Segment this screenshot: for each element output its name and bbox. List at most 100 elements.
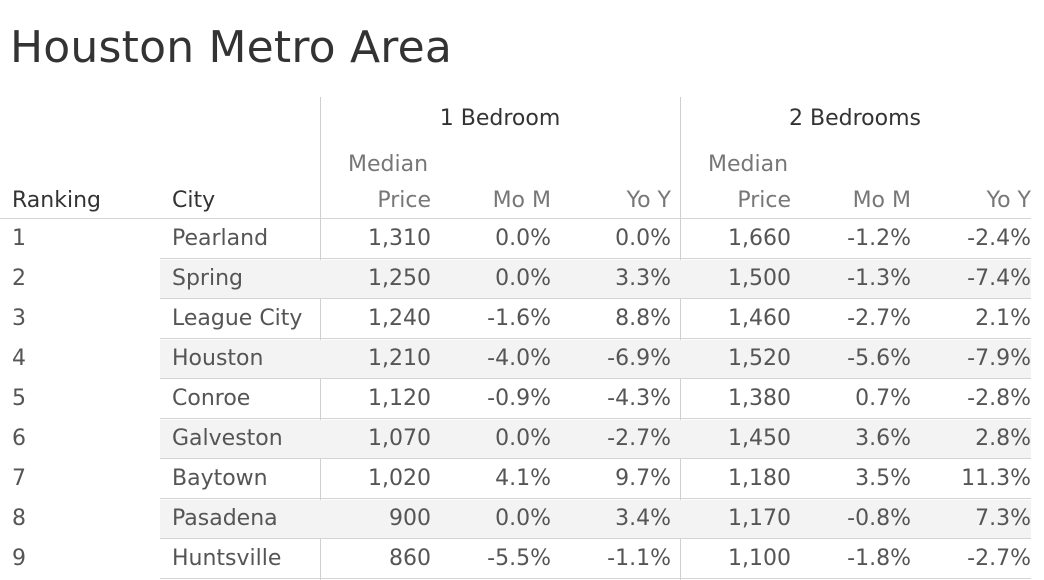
- cell-b2-mom: -1.2%: [847, 226, 911, 251]
- cell-rank: 9: [12, 546, 26, 571]
- cell-b2-yoy: -7.9%: [967, 346, 1031, 371]
- row-band: [160, 500, 1031, 539]
- row-rule: [160, 338, 1031, 339]
- cell-city: League City: [172, 306, 303, 331]
- cell-b2-price: 1,660: [728, 226, 791, 251]
- cell-b1-yoy: -6.9%: [607, 346, 671, 371]
- row-band: [160, 260, 1031, 299]
- column-header-b1-yoy: Yo Y: [626, 188, 671, 213]
- cell-city: Galveston: [172, 426, 283, 451]
- cell-b1-price: 1,070: [368, 426, 431, 451]
- cell-b2-mom: 0.7%: [855, 386, 911, 411]
- cell-b1-price: 1,020: [368, 466, 431, 491]
- cell-b2-price: 1,460: [728, 306, 791, 331]
- cell-b2-yoy: -7.4%: [967, 266, 1031, 291]
- cell-city: Pasadena: [172, 506, 278, 531]
- row-band: [160, 340, 1031, 379]
- column-header-b2-median-bottom: Price: [737, 188, 791, 213]
- cell-b2-price: 1,100: [728, 546, 791, 571]
- cell-b1-price: 1,250: [368, 266, 431, 291]
- cell-b1-mom: -5.5%: [487, 546, 551, 571]
- cell-rank: 4: [12, 346, 26, 371]
- cell-rank: 5: [12, 386, 26, 411]
- cell-b1-mom: -4.0%: [487, 346, 551, 371]
- group-header-2-bedrooms: 2 Bedrooms: [789, 106, 921, 131]
- column-header-b1-mom: Mo M: [492, 188, 551, 213]
- cell-b1-mom: 4.1%: [495, 466, 551, 491]
- column-header-b1-median-bottom: Price: [377, 188, 431, 213]
- cell-b1-yoy: -4.3%: [607, 386, 671, 411]
- cell-b1-mom: -1.6%: [487, 306, 551, 331]
- cell-b1-yoy: 8.8%: [615, 306, 671, 331]
- page-title: Houston Metro Area: [10, 22, 453, 73]
- cell-b2-price: 1,180: [728, 466, 791, 491]
- cell-b2-price: 1,500: [728, 266, 791, 291]
- cell-city: Spring: [172, 266, 243, 291]
- cell-b2-yoy: 7.3%: [975, 506, 1031, 531]
- cell-b1-mom: 0.0%: [495, 226, 551, 251]
- cell-b2-mom: -2.7%: [847, 306, 911, 331]
- cell-b1-yoy: 3.3%: [615, 266, 671, 291]
- cell-city: Conroe: [172, 386, 251, 411]
- cell-b2-price: 1,380: [728, 386, 791, 411]
- cell-b1-price: 1,310: [368, 226, 431, 251]
- cell-b1-price: 900: [389, 506, 431, 531]
- cell-rank: 8: [12, 506, 26, 531]
- cell-b2-yoy: -2.8%: [967, 386, 1031, 411]
- column-header-b2-yoy: Yo Y: [986, 188, 1031, 213]
- cell-b1-mom: 0.0%: [495, 506, 551, 531]
- cell-city: Huntsville: [172, 546, 282, 571]
- cell-b2-price: 1,520: [728, 346, 791, 371]
- column-header-city: City: [172, 188, 216, 213]
- group-header-1-bedroom: 1 Bedroom: [439, 106, 561, 131]
- cell-b1-price: 1,240: [368, 306, 431, 331]
- cell-b1-mom: 0.0%: [495, 426, 551, 451]
- column-header-b1-median-top: Median: [348, 152, 429, 177]
- cell-rank: 2: [12, 266, 26, 291]
- cell-b1-yoy: 0.0%: [615, 226, 671, 251]
- cell-b2-yoy: 2.1%: [975, 306, 1031, 331]
- row-rule: [160, 298, 1031, 299]
- row-rule: [160, 378, 1031, 379]
- column-header-b2-median-top: Median: [708, 152, 789, 177]
- cell-rank: 1: [12, 226, 26, 251]
- row-rule: [160, 498, 1031, 499]
- row-rule: [160, 458, 1031, 459]
- cell-b2-mom: -1.3%: [847, 266, 911, 291]
- cell-b2-price: 1,450: [728, 426, 791, 451]
- cell-b2-mom: -1.8%: [847, 546, 911, 571]
- column-header-ranking: Ranking: [12, 188, 101, 213]
- cell-b1-mom: 0.0%: [495, 266, 551, 291]
- column-header-b2-mom: Mo M: [852, 188, 911, 213]
- table-header-rule: [0, 218, 1031, 219]
- cell-b2-mom: -0.8%: [847, 506, 911, 531]
- cell-b2-yoy: -2.4%: [967, 226, 1031, 251]
- cell-b1-yoy: -2.7%: [607, 426, 671, 451]
- cell-rank: 3: [12, 306, 26, 331]
- cell-b1-yoy: 9.7%: [615, 466, 671, 491]
- cell-rank: 7: [12, 466, 26, 491]
- cell-b2-mom: 3.6%: [855, 426, 911, 451]
- row-band: [160, 420, 1031, 459]
- row-rule: [160, 578, 1031, 579]
- cell-city: Pearland: [172, 226, 269, 251]
- cell-city: Houston: [172, 346, 264, 371]
- cell-b1-yoy: 3.4%: [615, 506, 671, 531]
- cell-rank: 6: [12, 426, 26, 451]
- cell-b1-yoy: -1.1%: [607, 546, 671, 571]
- cell-city: Baytown: [172, 466, 268, 491]
- cell-b1-price: 1,120: [368, 386, 431, 411]
- cell-b1-price: 1,210: [368, 346, 431, 371]
- row-rule: [160, 538, 1031, 539]
- cell-b2-yoy: 2.8%: [975, 426, 1031, 451]
- cell-b2-mom: -5.6%: [847, 346, 911, 371]
- cell-b2-price: 1,170: [728, 506, 791, 531]
- cell-b2-yoy: 11.3%: [961, 466, 1031, 491]
- row-rule: [160, 418, 1031, 419]
- row-rule: [160, 258, 1031, 259]
- cell-b1-price: 860: [389, 546, 431, 571]
- cell-b1-mom: -0.9%: [487, 386, 551, 411]
- cell-b2-yoy: -2.7%: [967, 546, 1031, 571]
- cell-b2-mom: 3.5%: [855, 466, 911, 491]
